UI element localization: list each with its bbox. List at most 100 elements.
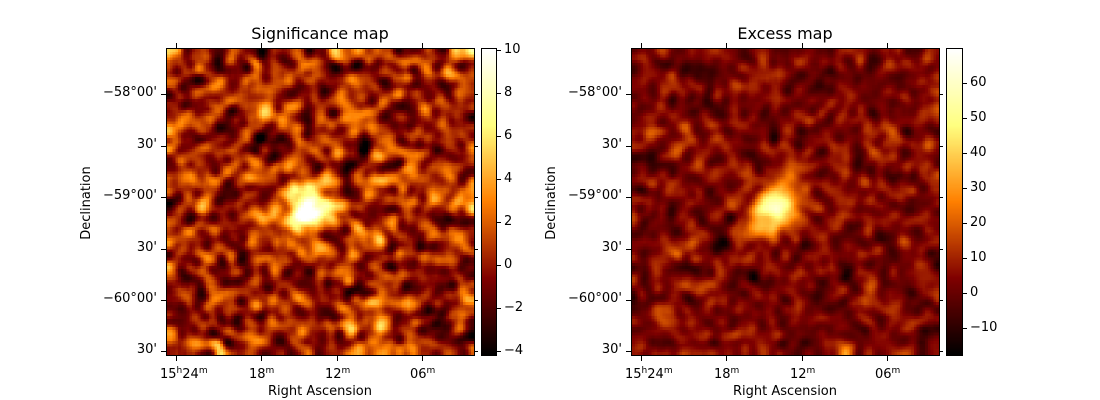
colorbar-tick-label: 0: [970, 285, 979, 300]
ra-tick-top: [337, 43, 338, 48]
dec-tick: [626, 300, 631, 301]
colorbar-tick-label: 6: [504, 128, 513, 143]
dec-tick: [626, 94, 631, 95]
dec-tick-right: [939, 197, 943, 198]
dec-tick: [161, 94, 166, 95]
colorbar-tick: [963, 258, 967, 259]
ra-tick-label: 18m: [714, 366, 740, 382]
dec-tick-right: [939, 146, 943, 147]
dec-tick-label: −58°00': [567, 85, 622, 100]
ra-tick-top: [802, 43, 803, 48]
colorbar-tick: [497, 136, 501, 137]
dec-tick-right: [939, 249, 943, 250]
excess-xlabel: Right Ascension: [733, 384, 837, 399]
colorbar-tick-label: 30: [970, 180, 987, 195]
dec-tick: [161, 146, 166, 147]
colorbar-tick: [963, 83, 967, 84]
ra-tick-label: 15h24m: [625, 366, 673, 382]
ra-tick: [337, 356, 338, 361]
dec-tick-right: [939, 94, 943, 95]
colorbar-tick: [497, 265, 501, 266]
ra-tick: [887, 356, 888, 361]
dec-tick: [161, 197, 166, 198]
dec-tick: [626, 249, 631, 250]
dec-tick-right: [474, 146, 478, 147]
ra-tick-label: 06m: [410, 366, 436, 382]
dec-tick-right: [474, 197, 478, 198]
colorbar-tick: [963, 223, 967, 224]
ra-tick-top: [641, 43, 642, 48]
dec-tick-label: 30': [601, 342, 622, 357]
ra-tick-top: [887, 43, 888, 48]
colorbar-tick-label: 60: [970, 75, 987, 90]
ra-tick-label: 18m: [249, 366, 275, 382]
dec-tick-label: −58°00': [102, 85, 157, 100]
ra-tick-top: [176, 43, 177, 48]
colorbar-tick-label: 40: [970, 145, 987, 160]
dec-tick: [161, 300, 166, 301]
dec-tick: [626, 146, 631, 147]
significance-heatmap: [167, 49, 474, 355]
ra-tick-label: 12m: [790, 366, 816, 382]
dec-tick-label: 30': [136, 240, 157, 255]
excess-title: Excess map: [737, 24, 833, 43]
ra-tick: [641, 356, 642, 361]
dec-tick: [626, 351, 631, 352]
ra-tick: [261, 356, 262, 361]
dec-tick-label: 30': [601, 137, 622, 152]
colorbar-tick-label: 8: [504, 85, 513, 100]
colorbar-tick-label: 10: [504, 42, 521, 57]
excess-ylabel: Declination: [544, 166, 559, 240]
colorbar-gradient: [947, 49, 962, 355]
colorbar-tick-label: 20: [970, 215, 987, 230]
dec-tick-right: [939, 300, 943, 301]
ra-tick-label: 15h24m: [160, 366, 208, 382]
colorbar-tick-label: −4: [504, 343, 524, 358]
significance-map-image: [166, 48, 475, 356]
dec-tick: [161, 351, 166, 352]
colorbar-tick-label: 0: [504, 257, 513, 272]
ra-tick-label: 06m: [875, 366, 901, 382]
colorbar-tick-label: −10: [970, 320, 998, 335]
excess-heatmap: [632, 49, 939, 355]
dec-tick-right: [474, 94, 478, 95]
colorbar-tick: [963, 293, 967, 294]
significance-title: Significance map: [251, 24, 389, 43]
significance-colorbar: [481, 48, 497, 356]
dec-tick-label: 30': [136, 342, 157, 357]
colorbar-tick: [497, 93, 501, 94]
excess-map-image: [631, 48, 940, 356]
significance-ylabel: Declination: [79, 166, 94, 240]
dec-tick: [161, 249, 166, 250]
dec-tick-label: −60°00': [102, 291, 157, 306]
ra-tick-label: 12m: [325, 366, 351, 382]
dec-tick-label: −60°00': [567, 291, 622, 306]
colorbar-gradient: [482, 49, 496, 355]
ra-tick: [802, 356, 803, 361]
dec-tick-right: [474, 300, 478, 301]
colorbar-tick: [963, 188, 967, 189]
colorbar-tick-label: 10: [970, 250, 987, 265]
dec-tick-right: [939, 351, 943, 352]
colorbar-tick-label: −2: [504, 300, 524, 315]
dec-tick-label: 30': [601, 240, 622, 255]
colorbar-tick: [497, 308, 501, 309]
ra-tick: [726, 356, 727, 361]
significance-xlabel: Right Ascension: [268, 384, 372, 399]
colorbar-tick-label: 2: [504, 214, 513, 229]
dec-tick-label: 30': [136, 137, 157, 152]
colorbar-tick: [497, 222, 501, 223]
ra-tick-top: [261, 43, 262, 48]
colorbar-tick: [963, 118, 967, 119]
ra-tick-top: [422, 43, 423, 48]
dec-tick-label: −59°00': [567, 188, 622, 203]
colorbar-tick-label: 50: [970, 110, 987, 125]
excess-colorbar: [946, 48, 963, 356]
dec-tick-right: [474, 249, 478, 250]
dec-tick-right: [474, 351, 478, 352]
dec-tick-label: −59°00': [102, 188, 157, 203]
ra-tick: [422, 356, 423, 361]
colorbar-tick: [497, 351, 501, 352]
colorbar-tick: [963, 328, 967, 329]
dec-tick: [626, 197, 631, 198]
